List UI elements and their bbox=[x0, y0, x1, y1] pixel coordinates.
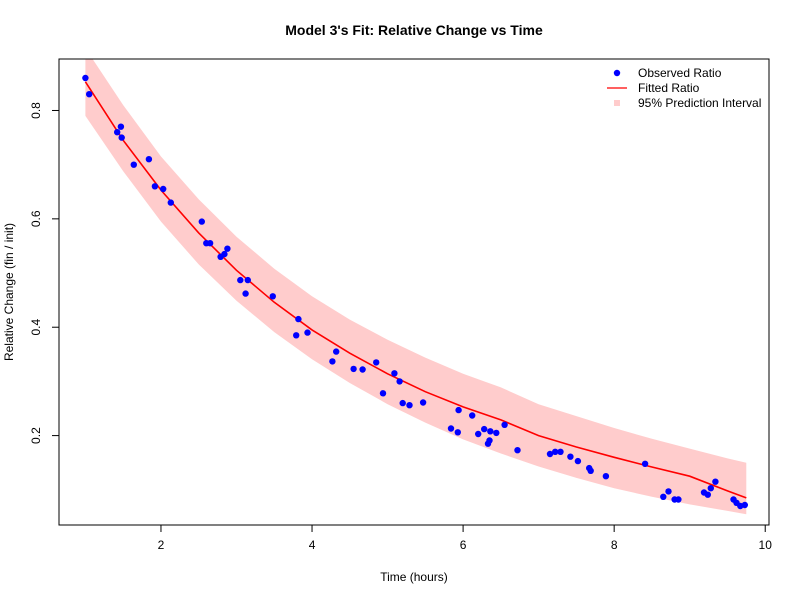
fitted-line-layer bbox=[84, 81, 747, 499]
observed-point bbox=[118, 134, 125, 141]
observed-point bbox=[244, 276, 251, 284]
observed-point bbox=[329, 358, 336, 365]
y-tick-label: 0.4 bbox=[29, 319, 43, 336]
observed-point bbox=[514, 447, 521, 454]
observed-point bbox=[741, 501, 748, 509]
observed-point bbox=[151, 183, 159, 190]
observed-point bbox=[359, 366, 366, 373]
y-tick-label: 0.2 bbox=[29, 427, 43, 444]
observed-point bbox=[602, 473, 610, 480]
observed-point bbox=[224, 245, 231, 252]
x-tick-label: 8 bbox=[611, 538, 618, 552]
observed-point bbox=[117, 123, 125, 130]
observed-point bbox=[86, 91, 93, 98]
observed-point bbox=[293, 332, 300, 339]
observed-point bbox=[373, 359, 380, 366]
observed-point bbox=[707, 485, 714, 492]
legend-label: Observed Ratio bbox=[638, 66, 722, 80]
observed-point bbox=[396, 378, 403, 385]
y-axis: 0.2 0.4 0.6 0.8 bbox=[29, 102, 60, 444]
legend-label: 95% Prediction Interval bbox=[638, 96, 761, 110]
x-tick-label: 10 bbox=[759, 538, 773, 552]
observed-point bbox=[399, 399, 406, 407]
prediction-interval-band bbox=[85, 59, 747, 515]
observed-point bbox=[665, 488, 672, 495]
observed-points-layer bbox=[82, 74, 748, 510]
observed-point bbox=[552, 448, 559, 455]
observed-point bbox=[145, 156, 153, 163]
prediction-interval-layer bbox=[85, 59, 747, 515]
observed-point bbox=[712, 478, 719, 485]
chart-title: Model 3's Fit: Relative Change vs Time bbox=[285, 22, 543, 38]
observed-point bbox=[221, 250, 228, 258]
observed-point bbox=[574, 457, 582, 465]
observed-point bbox=[447, 425, 455, 432]
observed-point bbox=[493, 429, 500, 437]
observed-point bbox=[391, 370, 398, 377]
x-tick-label: 4 bbox=[309, 538, 316, 552]
observed-point bbox=[379, 390, 387, 397]
x-axis: 2 4 6 8 10 bbox=[158, 524, 773, 552]
y-tick-label: 0.6 bbox=[29, 210, 43, 227]
observed-point bbox=[304, 329, 311, 336]
observed-point bbox=[469, 412, 476, 419]
legend-square-symbol bbox=[614, 100, 620, 106]
observed-point bbox=[295, 315, 302, 323]
observed-point bbox=[167, 199, 174, 206]
observed-point bbox=[567, 453, 574, 460]
observed-point bbox=[660, 493, 667, 500]
y-axis-label: Relative Change (fin / init) bbox=[2, 223, 16, 361]
legend-point-symbol bbox=[613, 69, 621, 77]
legend-label: Fitted Ratio bbox=[638, 81, 700, 95]
observed-point bbox=[587, 467, 594, 474]
x-tick-label: 6 bbox=[460, 538, 467, 552]
observed-point bbox=[557, 448, 564, 455]
observed-point bbox=[82, 74, 89, 82]
observed-point bbox=[546, 450, 554, 458]
observed-point bbox=[198, 218, 205, 225]
observed-point bbox=[160, 185, 167, 193]
fitted-line bbox=[84, 81, 747, 499]
observed-point bbox=[704, 491, 711, 498]
observed-point bbox=[481, 425, 488, 433]
observed-point bbox=[130, 161, 137, 168]
y-tick-label: 0.8 bbox=[29, 102, 43, 119]
x-tick-label: 2 bbox=[158, 538, 165, 552]
observed-point bbox=[237, 276, 244, 284]
observed-point bbox=[454, 429, 461, 436]
observed-point bbox=[675, 496, 682, 503]
observed-point bbox=[269, 293, 276, 300]
observed-point bbox=[350, 365, 357, 373]
observed-point bbox=[206, 240, 214, 247]
observed-point bbox=[114, 129, 121, 136]
observed-point bbox=[406, 402, 413, 409]
observed-point bbox=[242, 290, 249, 297]
observed-point bbox=[333, 348, 340, 355]
observed-point bbox=[641, 460, 649, 467]
observed-point bbox=[419, 399, 427, 406]
observed-point bbox=[487, 428, 494, 435]
observed-point bbox=[475, 430, 482, 438]
observed-point bbox=[486, 437, 493, 444]
x-axis-label: Time (hours) bbox=[380, 570, 448, 584]
observed-point bbox=[501, 421, 508, 428]
observed-point bbox=[455, 406, 462, 414]
